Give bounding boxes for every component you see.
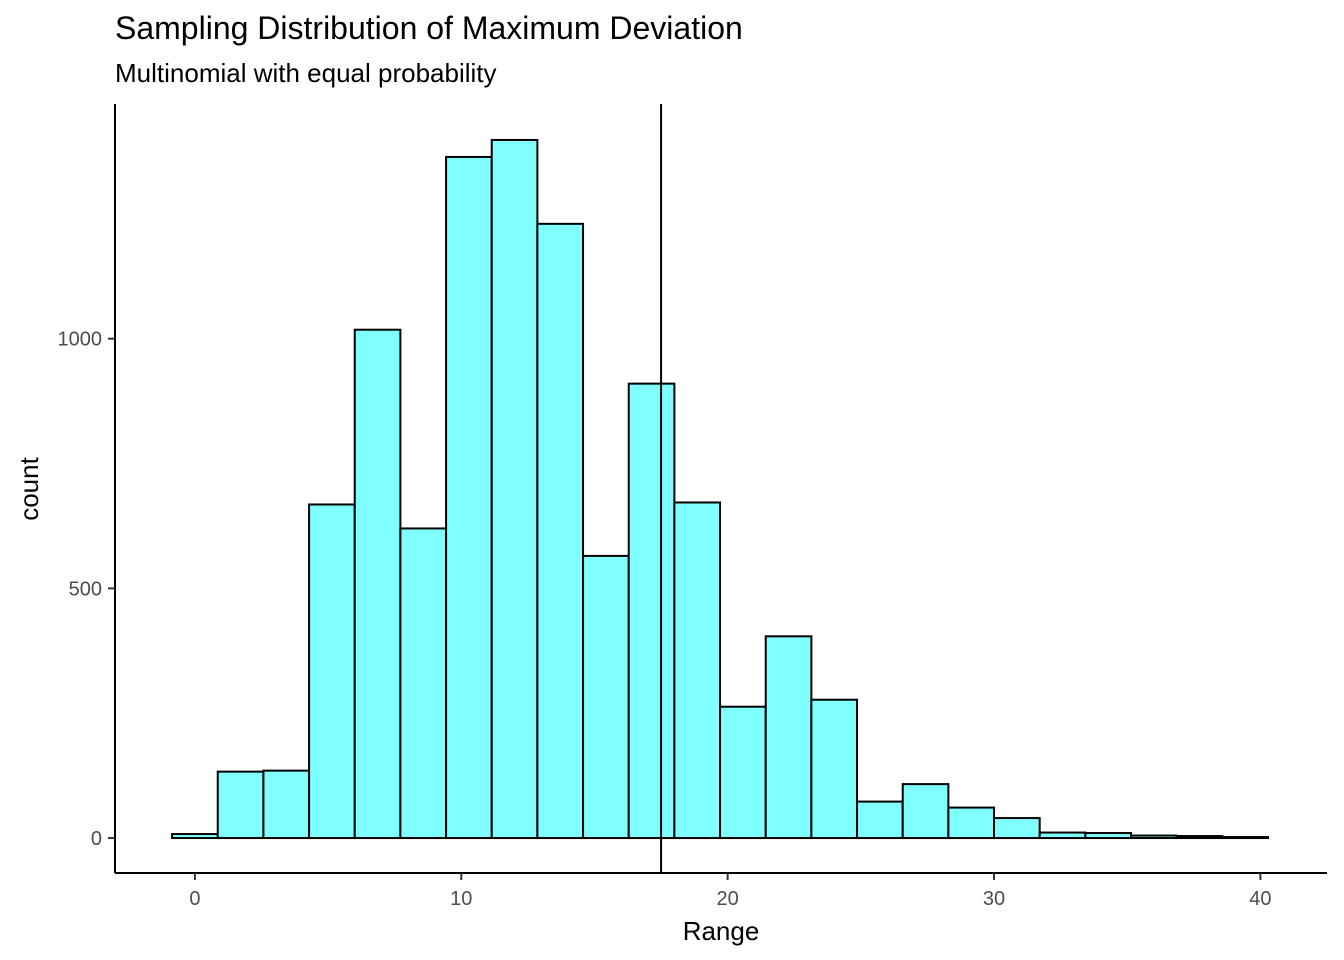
histogram-bar-17 bbox=[947, 806, 996, 840]
histogram-bar-19 bbox=[1038, 831, 1087, 840]
histogram-bar-12 bbox=[719, 705, 767, 840]
x-tick-label-20: 20 bbox=[717, 888, 739, 910]
histogram-bar-7 bbox=[490, 138, 539, 840]
bars-layer bbox=[171, 138, 1270, 840]
histogram-bar-14 bbox=[810, 698, 859, 840]
x-tick-label-10: 10 bbox=[450, 888, 472, 910]
histogram-bar-4 bbox=[353, 328, 402, 840]
y-tick-label-0: 0 bbox=[91, 828, 102, 850]
y-tick-label-1000: 1000 bbox=[58, 329, 103, 351]
y-tick-label-500: 500 bbox=[69, 578, 102, 600]
histogram-bar-5 bbox=[399, 527, 448, 840]
x-tick-label-40: 40 bbox=[1249, 888, 1271, 910]
histogram-bar-23 bbox=[1221, 836, 1270, 840]
histogram-bar-22 bbox=[1175, 835, 1224, 840]
axes-layer: 0 10 20 30 40 0 500 1000 bbox=[58, 104, 1327, 910]
histogram-bar-16 bbox=[901, 783, 950, 840]
histogram-bar-21 bbox=[1130, 834, 1178, 840]
histogram-bar-8 bbox=[536, 222, 585, 840]
chart-title: Sampling Distribution of Maximum Deviati… bbox=[115, 10, 743, 46]
histogram-bar-6 bbox=[445, 155, 493, 840]
x-tick-label-30: 30 bbox=[983, 888, 1005, 910]
histogram-bar-0 bbox=[171, 833, 219, 840]
histogram-bar-18 bbox=[993, 817, 1041, 840]
histogram-bar-3 bbox=[308, 503, 356, 840]
x-tick-label-0: 0 bbox=[189, 888, 200, 910]
histogram-bar-13 bbox=[764, 635, 813, 840]
histogram-bar-15 bbox=[856, 800, 904, 840]
y-axis-title: count bbox=[14, 456, 44, 520]
histogram-bar-20 bbox=[1084, 832, 1133, 840]
histogram-bar-2 bbox=[262, 769, 311, 840]
histogram-bar-9 bbox=[582, 554, 630, 840]
chart-subtitle: Multinomial with equal probability bbox=[115, 58, 497, 88]
x-axis-title: Range bbox=[683, 916, 760, 946]
histogram-bar-1 bbox=[216, 770, 265, 840]
histogram-bar-10 bbox=[627, 382, 676, 840]
histogram-bar-11 bbox=[673, 501, 722, 840]
